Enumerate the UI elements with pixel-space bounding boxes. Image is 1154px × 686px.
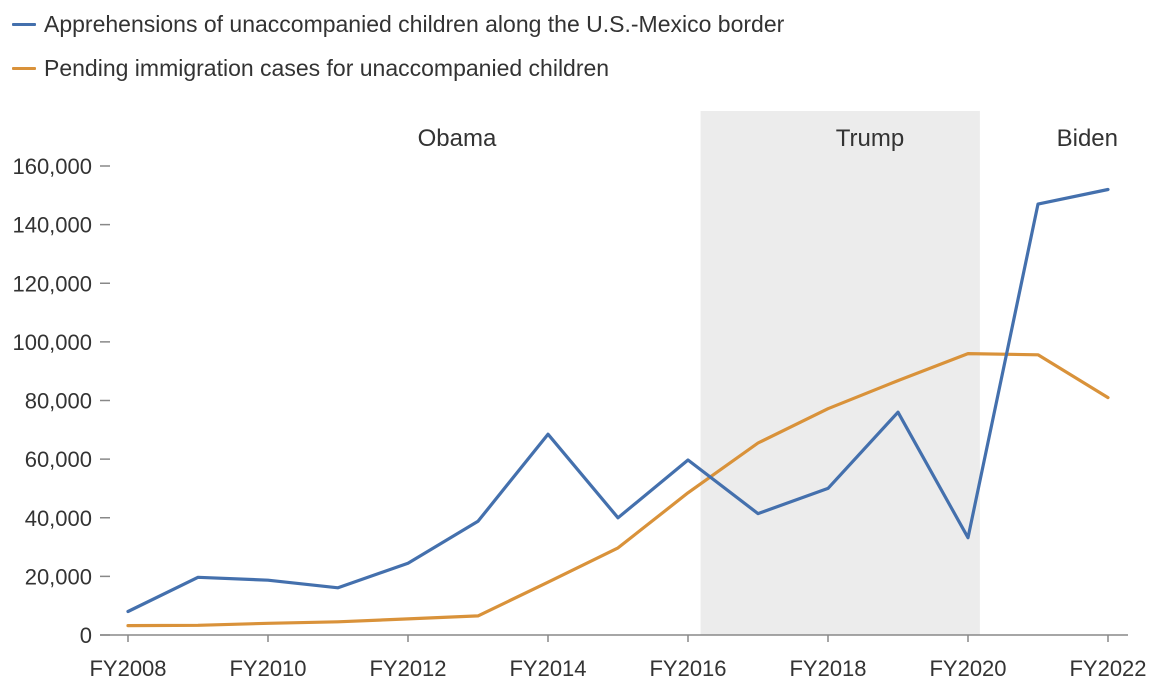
data-point-pending-cases-fy2009 [196,623,200,627]
legend-swatch-apprehensions [12,22,36,26]
y-tick-label: 0 [80,623,92,648]
data-point-pending-cases-fy2022 [1106,396,1110,400]
data-point-pending-cases-fy2015 [616,546,620,550]
x-tick-label: FY2022 [1069,656,1146,681]
data-point-apprehensions-fy2018 [826,486,830,490]
legend-swatch-pending-cases [12,66,36,70]
y-tick-label: 120,000 [12,271,92,296]
data-point-apprehensions-fy2014 [546,432,550,436]
y-tick-label: 140,000 [12,213,92,238]
y-tick-label: 20,000 [25,564,92,589]
y-tick-label: 160,000 [12,154,92,179]
series-line-pending-cases [126,352,1110,628]
data-point-pending-cases-fy2011 [336,620,340,624]
era-label-biden: Biden [1057,125,1118,152]
data-point-pending-cases-fy2010 [266,621,270,625]
x-tick-label: FY2016 [649,656,726,681]
data-point-apprehensions-fy2012 [406,561,410,565]
data-point-apprehensions-fy2009 [196,575,200,579]
legend-label-apprehensions: Apprehensions of unaccompanied children … [44,10,785,37]
legend: Apprehensions of unaccompanied children … [12,2,784,90]
data-point-pending-cases-fy2016 [686,491,690,495]
x-tick-label: FY2014 [509,656,586,681]
data-point-pending-cases-fy2019 [896,379,900,383]
data-point-apprehensions-fy2022 [1106,187,1110,191]
data-point-pending-cases-fy2021 [1036,353,1040,357]
legend-item-apprehensions: Apprehensions of unaccompanied children … [12,2,784,46]
legend-item-pending-cases: Pending immigration cases for unaccompan… [12,46,784,90]
data-point-pending-cases-fy2017 [756,441,760,445]
shaded-period-trump [700,111,980,635]
data-point-pending-cases-fy2012 [406,617,410,621]
data-point-apprehensions-fy2010 [266,578,270,582]
x-tick-label: FY2012 [369,656,446,681]
y-tick-label: 40,000 [25,506,92,531]
data-point-apprehensions-fy2020 [966,536,970,540]
y-tick-label: 80,000 [25,389,92,414]
data-point-pending-cases-fy2013 [476,614,480,618]
data-point-apprehensions-fy2019 [896,410,900,414]
data-point-pending-cases-fy2008 [126,624,130,628]
data-point-apprehensions-fy2017 [756,512,760,516]
data-point-apprehensions-fy2015 [616,516,620,520]
era-label-obama: Obama [418,125,497,152]
data-point-pending-cases-fy2018 [826,407,830,411]
data-point-apprehensions-fy2011 [336,586,340,590]
data-point-apprehensions-fy2021 [1036,202,1040,206]
x-tick-label: FY2020 [929,656,1006,681]
series-line-apprehensions [126,187,1110,614]
y-tick-label: 100,000 [12,330,92,355]
x-tick-label: FY2008 [89,656,166,681]
x-tick-label: FY2010 [229,656,306,681]
data-point-apprehensions-fy2013 [476,519,480,523]
x-tick-label: FY2018 [789,656,866,681]
data-point-apprehensions-fy2008 [126,610,130,614]
era-label-trump: Trump [836,125,904,152]
data-point-pending-cases-fy2014 [546,580,550,584]
data-point-apprehensions-fy2016 [686,458,690,462]
legend-label-pending-cases: Pending immigration cases for unaccompan… [44,54,610,81]
y-tick-label: 60,000 [25,447,92,472]
data-point-pending-cases-fy2020 [966,352,970,356]
